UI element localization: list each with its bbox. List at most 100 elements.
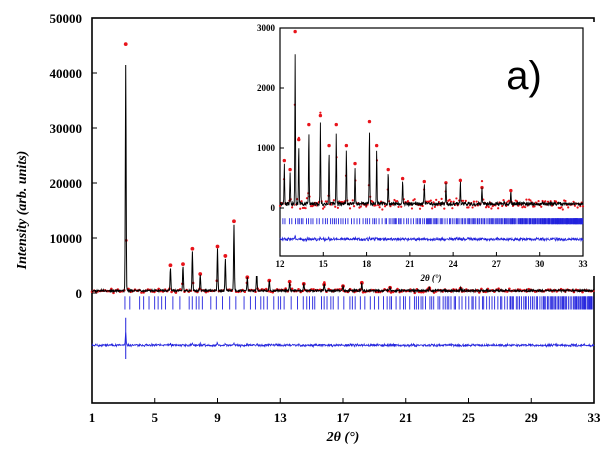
inset-observed-point — [491, 205, 494, 208]
main-x-tick-label: 21 — [399, 410, 412, 425]
main-observed-point — [264, 287, 268, 291]
main-observed-peak — [198, 272, 203, 276]
inset-difference-line — [279, 234, 584, 243]
inset-observed-peak — [344, 143, 349, 148]
main-observed-peak — [168, 263, 173, 268]
inset-observed-point — [523, 206, 527, 209]
inset-observed-point — [410, 207, 414, 210]
inset-plot-frame — [279, 27, 584, 257]
inset-observed-point — [502, 198, 505, 202]
inset-observed-peak — [386, 167, 390, 172]
inset-y-tick-label: 1000 — [257, 143, 276, 153]
inset-observed-point — [348, 207, 352, 210]
inset-observed-point — [365, 205, 368, 208]
inset-observed-point — [561, 208, 564, 211]
inset-observed-point — [406, 199, 410, 203]
main-observed-peak — [190, 246, 195, 251]
inset-observed-point — [321, 207, 325, 210]
inset-observed-point — [484, 206, 488, 209]
inset-observed-point — [393, 198, 396, 202]
inset-observed-point — [452, 200, 455, 203]
inset-observed-point — [497, 207, 500, 210]
inset-observed-point — [418, 207, 422, 210]
main-observed-peak — [215, 244, 220, 249]
inset-observed-peak — [288, 167, 292, 172]
inset-observed-point — [397, 205, 400, 208]
main-observed-point — [290, 287, 294, 291]
inset-observed-peak — [374, 143, 379, 148]
main-observed-peak — [267, 278, 272, 283]
inset-observed-point — [525, 198, 528, 201]
inset-y-tick-label: 2000 — [257, 83, 276, 93]
inset-x-tick-label: 33 — [579, 259, 589, 269]
inset-observed-peak — [334, 122, 338, 127]
inset-observed-point — [472, 200, 476, 203]
main-x-tick-label: 29 — [525, 410, 539, 425]
inset-observed-peak — [327, 143, 331, 148]
inset-observed-point — [305, 197, 309, 200]
main-observed-peak — [123, 42, 128, 47]
inset-observed-point — [544, 200, 547, 203]
inset-observed-point — [572, 200, 575, 203]
inset-observed-point — [541, 199, 544, 203]
inset-observed-peak — [282, 158, 287, 163]
inset-observed-point — [319, 111, 322, 114]
inset-observed-point — [487, 205, 490, 209]
inset-observed-point — [359, 205, 362, 208]
inset-observed-point — [581, 205, 585, 208]
inset-observed-peak — [318, 113, 323, 118]
inset-observed-point — [299, 207, 302, 210]
panel-label: a) — [506, 54, 542, 98]
inset-observed-point — [351, 199, 354, 202]
main-calculated-line — [91, 65, 595, 294]
inset-observed-point — [540, 205, 543, 208]
inset-y-tick-label: 3000 — [257, 23, 276, 33]
main-y-tick-label: 40000 — [50, 66, 83, 81]
main-observed-peak — [223, 253, 228, 258]
inset-observed-point — [366, 203, 369, 206]
inset-observed-point — [529, 199, 532, 202]
inset-observed-point — [431, 207, 434, 210]
inset-observed-peak — [297, 137, 301, 142]
inset-observed-point — [291, 206, 294, 209]
inset-x-axis-label: 2θ (°) — [419, 273, 441, 283]
main-y-tick-label: 50000 — [50, 11, 83, 26]
main-x-tick-label: 1 — [89, 410, 96, 425]
inset-observed-point — [435, 198, 438, 201]
inset-observed-point — [326, 200, 329, 203]
main-observed-peak — [232, 219, 236, 224]
inset-observed-point — [336, 206, 340, 209]
main-observed-peak — [181, 262, 185, 267]
main-x-tick-label: 9 — [214, 410, 221, 425]
inset-calculated-line — [279, 54, 584, 208]
inset-observed-point — [378, 206, 381, 209]
main-observed-point — [157, 287, 160, 291]
inset-x-tick-label: 18 — [362, 259, 372, 269]
inset-observed-peak — [422, 179, 426, 184]
main-x-tick-label: 17 — [337, 410, 351, 425]
main-x-tick-label: 5 — [152, 410, 159, 425]
inset-observed-point — [564, 199, 567, 203]
main-y-tick-label: 0 — [76, 286, 83, 301]
inset-observed-point — [480, 179, 484, 183]
inset-observed-point — [537, 200, 540, 203]
inset-observed-peak — [458, 178, 463, 183]
inset-observed-peak — [444, 181, 448, 185]
inset-x-tick-label: 24 — [449, 259, 459, 269]
main-observed-point — [170, 290, 173, 294]
inset-observed-point — [413, 198, 416, 201]
inset-observed-point — [304, 207, 307, 210]
inset-observed-point — [433, 205, 436, 209]
inset-observed-point — [576, 206, 579, 209]
inset-bragg-ticks — [282, 218, 584, 225]
inset-observed-point — [396, 200, 399, 203]
inset-observed-point — [429, 199, 432, 202]
main-x-tick-label: 25 — [462, 410, 476, 425]
main-x-tick-label: 33 — [588, 410, 602, 425]
inset-observed-point — [573, 204, 577, 207]
inset-observed-point — [448, 198, 451, 201]
main-y-tick-label: 30000 — [50, 121, 83, 136]
inset-chart: 12 15 18 21 24 27 30 33 0 1000 2000 3000 2θ (°) a) — [252, 22, 596, 283]
inset-y-tick-label: 0 — [271, 203, 276, 213]
inset-observed-point — [383, 205, 387, 208]
